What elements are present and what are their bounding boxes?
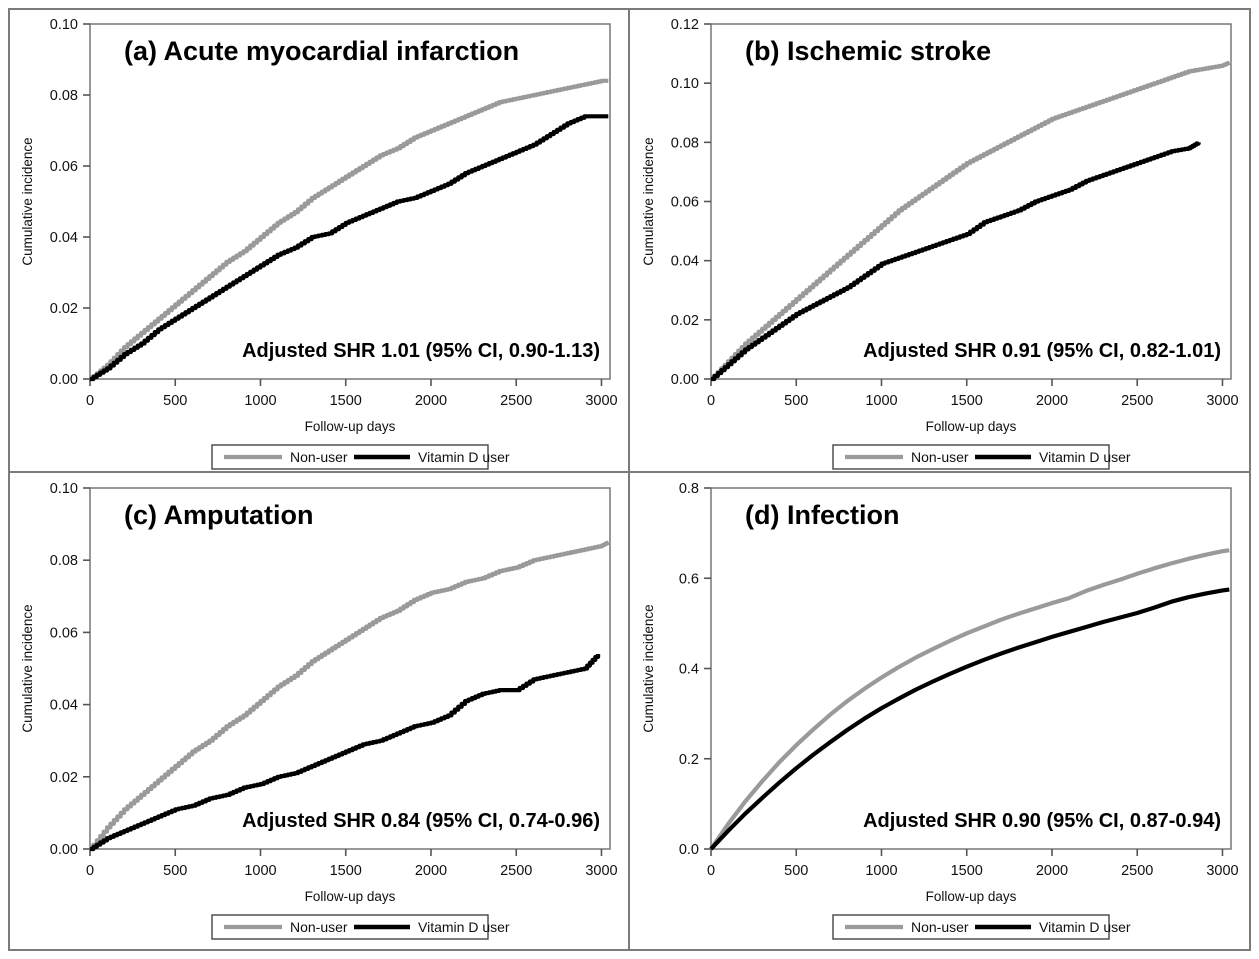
- x-tick-label: 1000: [244, 863, 276, 879]
- panel-b-plot: 0.00 0.02 0.04 0.06 0.08 0.10 0.12 0 500 1000 1500…: [641, 17, 1239, 470]
- legend-label-vitamin-d-user: Vitamin D user: [418, 919, 510, 935]
- shr-annotation: Adjusted SHR 0.90 (95% CI, 0.87-0.94): [863, 810, 1221, 832]
- x-tick-label: 3000: [585, 863, 617, 879]
- x-tick-label: 0: [707, 393, 715, 409]
- panel-a-plot: 0.00 0.02 0.04 0.06 0.08 0.10 0 500 1000 1500 2000…: [20, 17, 618, 470]
- x-tick-label: 500: [163, 393, 187, 409]
- curve-non-user: [709, 548, 1230, 851]
- panel-d-plot: 0.0 0.2 0.4 0.6 0.8 0 500 1000 1500 2000 2500 3000 F…: [641, 481, 1239, 940]
- curve-vitamin-d-user: [711, 141, 1201, 382]
- panel-d-infection: 0.0 0.2 0.4 0.6 0.8 0 500 1000 1500 2000 2500 3000 F…: [631, 474, 1249, 949]
- x-tick-label: 2000: [1036, 863, 1068, 879]
- legend-label-non-user: Non-user: [911, 449, 969, 465]
- x-tick-label: 1500: [951, 863, 983, 879]
- x-tick-label: 0: [86, 863, 94, 879]
- y-tick-label: 0.08: [50, 553, 78, 569]
- y-axis-title: Cumulative incidence: [20, 604, 35, 732]
- legend-label-vitamin-d-user: Vitamin D user: [418, 449, 510, 465]
- y-tick-label: 0.6: [679, 571, 699, 587]
- x-tick-label: 2500: [1121, 863, 1153, 879]
- y-tick-label: 0.10: [50, 481, 78, 497]
- x-tick-label: 2000: [415, 863, 447, 879]
- y-tick-label: 0.04: [671, 254, 699, 270]
- x-axis-title: Follow-up days: [305, 889, 396, 904]
- panel-title: (d) Infection: [745, 500, 899, 530]
- x-tick-label: 0: [707, 863, 715, 879]
- y-tick-label: 0.2: [679, 752, 699, 768]
- x-tick-label: 3000: [585, 393, 617, 409]
- y-axis-title: Cumulative incidence: [641, 137, 656, 265]
- y-tick-label: 0.08: [50, 88, 78, 104]
- y-tick-label: 0.04: [50, 698, 78, 714]
- y-tick-label: 0.00: [50, 372, 78, 388]
- panel-c-plot: 0.00 0.02 0.04 0.06 0.08 0.10 0 500 1000 1500 2000…: [20, 481, 618, 940]
- y-tick-label: 0.0: [679, 842, 699, 858]
- legend-box: [211, 444, 489, 470]
- panel-title: (b) Ischemic stroke: [745, 36, 991, 66]
- y-tick-label: 0.08: [671, 135, 699, 151]
- panel-c-amputation: 0.00 0.02 0.04 0.06 0.08 0.10 0 500 1000 1500 2000…: [10, 474, 628, 949]
- curve-non-user: [90, 540, 611, 852]
- y-tick-label: 0.02: [671, 313, 699, 329]
- x-tick-label: 500: [784, 393, 808, 409]
- x-axis-title: Follow-up days: [926, 889, 1017, 904]
- x-axis-title: Follow-up days: [926, 419, 1017, 434]
- shr-annotation: Adjusted SHR 1.01 (95% CI, 0.90-1.13): [242, 340, 600, 362]
- x-tick-label: 500: [784, 863, 808, 879]
- y-tick-label: 0.4: [679, 662, 699, 678]
- y-tick-label: 0.00: [50, 842, 78, 858]
- y-tick-label: 0.06: [50, 159, 78, 175]
- x-tick-label: 3000: [1206, 863, 1238, 879]
- curve-non-user: [711, 60, 1232, 382]
- y-tick-label: 0.02: [50, 770, 78, 786]
- x-tick-label: 1500: [330, 863, 362, 879]
- y-tick-label: 0.02: [50, 301, 78, 317]
- x-tick-label: 500: [163, 863, 187, 879]
- x-axis-title: Follow-up days: [305, 419, 396, 434]
- curve-vitamin-d-user: [90, 654, 601, 852]
- x-tick-label: 2500: [500, 393, 532, 409]
- curve-vitamin-d-user: [709, 587, 1230, 851]
- x-tick-label: 2000: [1036, 393, 1068, 409]
- y-tick-label: 0.00: [671, 372, 699, 388]
- shr-annotation: Adjusted SHR 0.84 (95% CI, 0.74-0.96): [242, 810, 600, 832]
- panel-divider-horizontal: [8, 471, 1251, 473]
- x-tick-label: 1000: [865, 863, 897, 879]
- panel-title: (c) Amputation: [124, 500, 313, 530]
- x-tick-label: 3000: [1206, 393, 1238, 409]
- legend-label-non-user: Non-user: [290, 449, 348, 465]
- legend-label-vitamin-d-user: Vitamin D user: [1039, 919, 1131, 935]
- x-tick-label: 0: [86, 393, 94, 409]
- panel-b-ischemic-stroke: 0.00 0.02 0.04 0.06 0.08 0.10 0.12 0 500 1000 1500…: [631, 10, 1249, 471]
- panel-title: (a) Acute myocardial infarction: [124, 36, 519, 66]
- y-axis-title: Cumulative incidence: [20, 137, 35, 265]
- x-tick-label: 1000: [244, 393, 276, 409]
- panel-a-acute-myocardial-infarction: 0.00 0.02 0.04 0.06 0.08 0.10 0 500 1000 1500 2000…: [10, 10, 628, 471]
- x-tick-label: 1500: [951, 393, 983, 409]
- legend-label-non-user: Non-user: [911, 919, 969, 935]
- y-tick-label: 0.04: [50, 230, 78, 246]
- y-tick-label: 0.10: [671, 76, 699, 92]
- y-tick-label: 0.06: [671, 195, 699, 211]
- shr-annotation: Adjusted SHR 0.91 (95% CI, 0.82-1.01): [863, 340, 1221, 362]
- x-tick-label: 2500: [1121, 393, 1153, 409]
- y-tick-label: 0.06: [50, 625, 78, 641]
- y-tick-label: 0.10: [50, 17, 78, 33]
- x-tick-label: 2000: [415, 393, 447, 409]
- y-axis-title: Cumulative incidence: [641, 604, 656, 732]
- legend-label-vitamin-d-user: Vitamin D user: [1039, 449, 1131, 465]
- panel-divider-vertical: [628, 8, 630, 951]
- x-tick-label: 2500: [500, 863, 532, 879]
- curve-non-user: [90, 78, 610, 382]
- y-tick-label: 0.8: [679, 481, 699, 497]
- x-tick-label: 1500: [330, 393, 362, 409]
- x-tick-label: 1000: [865, 393, 897, 409]
- legend-label-non-user: Non-user: [290, 919, 348, 935]
- y-tick-label: 0.12: [671, 17, 699, 33]
- curve-vitamin-d-user: [90, 114, 610, 382]
